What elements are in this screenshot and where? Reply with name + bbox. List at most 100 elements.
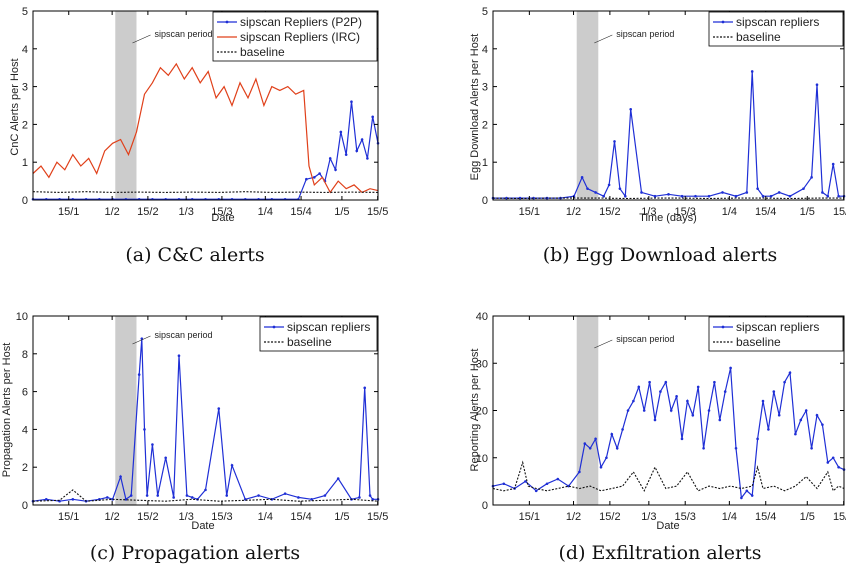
data-point (106, 496, 109, 499)
x-tick-label: 15/2 (137, 206, 158, 218)
annotation-label: sipscan period (616, 334, 674, 344)
data-point (734, 447, 738, 450)
legend-marker (272, 325, 276, 329)
data-point (799, 418, 803, 422)
annotation-arrow (594, 34, 613, 44)
data-point (702, 447, 705, 450)
x-tick-label: 15/2 (599, 511, 620, 523)
data-point (217, 407, 221, 410)
data-point (618, 187, 622, 190)
data-point (696, 385, 700, 389)
data-point (680, 194, 684, 198)
data-point (756, 187, 759, 190)
data-point (783, 380, 786, 384)
chart-panel-exfiltration: 0 10 20 30 40 15/1 1/2 15/2 1/3 15/3 1/4 15/4 1/5 15/… (469, 311, 846, 564)
x-tick-label: 1/2 (566, 206, 581, 218)
data-point (837, 194, 840, 198)
data-point (777, 413, 781, 417)
x-tick-label: 1/4 (722, 511, 737, 523)
chart-xlabel: Date (656, 520, 679, 532)
data-point (788, 371, 792, 375)
data-point (664, 380, 668, 384)
series-line (493, 71, 844, 199)
data-point (707, 409, 711, 412)
data-point (804, 409, 808, 412)
data-point (713, 380, 716, 384)
data-point (675, 395, 678, 398)
data-point (594, 191, 597, 194)
data-point (119, 475, 122, 478)
chart-xlabel: Date (211, 212, 234, 224)
x-tick-label: 15/4 (290, 206, 311, 218)
legend-label: sipscan repliers (736, 320, 819, 334)
data-point (502, 482, 506, 486)
data-point (615, 447, 619, 450)
y-tick-label: 40 (476, 311, 488, 323)
chart-caption: (b) Egg Download alerts (543, 244, 778, 266)
data-point (815, 413, 819, 417)
x-tick-label: 15/1 (519, 206, 540, 218)
x-tick-label: 1/5 (800, 206, 815, 218)
series-line (32, 191, 379, 193)
annotation-arrow (132, 335, 151, 345)
data-point (653, 194, 657, 198)
data-point (821, 423, 824, 426)
data-point (556, 477, 560, 481)
data-point (190, 496, 194, 499)
data-point (594, 437, 597, 441)
legend-box (708, 316, 844, 352)
x-tick-label: 15/1 (519, 511, 540, 523)
y-tick-label: 1 (22, 157, 28, 169)
data-point (328, 157, 332, 160)
data-point (613, 140, 616, 143)
y-tick-label: 30 (476, 358, 488, 370)
data-point (740, 496, 743, 500)
data-point (745, 191, 749, 194)
data-point (137, 373, 141, 376)
data-point (363, 386, 367, 390)
plot-frame (32, 10, 379, 201)
data-point (642, 409, 646, 412)
data-point (257, 494, 260, 497)
data-point (632, 399, 635, 403)
data-point (629, 107, 632, 111)
chart-panel-cnc: 0 1 2 3 4 5 15/1 1/2 15/2 1/3 15/3 1/4 15/4 1/5 15/5 si… (9, 6, 388, 266)
data-point (143, 428, 146, 431)
x-tick-label: 15/1 (58, 206, 79, 218)
data-point (599, 465, 603, 469)
data-point (580, 176, 584, 179)
x-tick-label: 15/3 (211, 511, 232, 523)
data-point (772, 390, 776, 393)
chart-xlabel: Date (191, 520, 214, 532)
data-point (788, 194, 792, 198)
data-point (283, 492, 287, 495)
x-tick-label: 1/4 (258, 206, 273, 218)
data-point (831, 456, 835, 460)
y-tick-label: 5 (482, 6, 488, 18)
x-tick-label: 1/3 (179, 511, 194, 523)
sipscan-period-shade (576, 316, 599, 505)
y-tick-label: 4 (22, 424, 28, 436)
data-point (750, 70, 754, 73)
y-tick-label: 2 (482, 119, 488, 131)
data-point (225, 494, 229, 497)
annotation-label: sipscan period (155, 330, 213, 340)
chart-ylabel: Propagation Alerts per Host (1, 343, 13, 478)
data-point (204, 488, 207, 492)
data-point (156, 494, 160, 497)
data-point (648, 380, 651, 384)
legend-label: sipscan repliers (736, 15, 819, 29)
data-point (750, 494, 754, 497)
data-point (339, 130, 343, 134)
data-point (667, 193, 670, 196)
x-tick-label: 15/5 (367, 206, 388, 218)
data-point (344, 153, 348, 156)
data-point (297, 496, 300, 499)
data-point (734, 194, 738, 198)
data-point (831, 162, 835, 166)
data-point (777, 191, 781, 194)
data-point (761, 194, 765, 198)
data-point (626, 409, 630, 412)
annotation-label: sipscan period (616, 29, 674, 39)
